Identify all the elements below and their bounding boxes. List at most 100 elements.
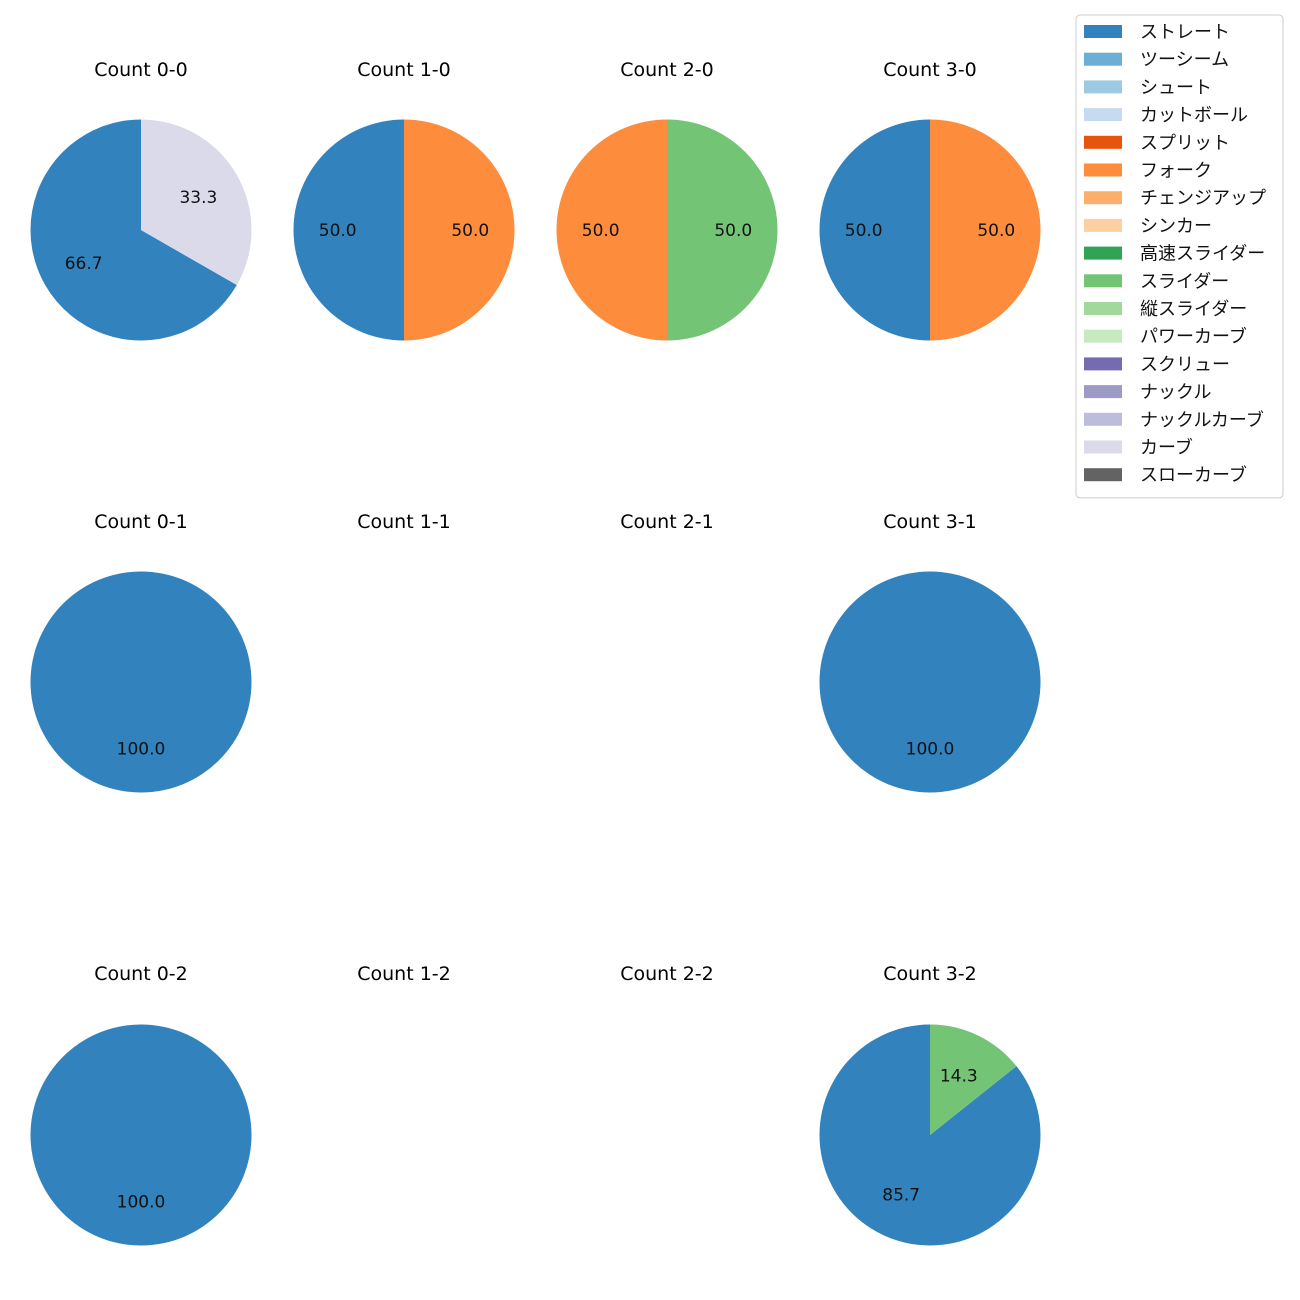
legend-label: チェンジアップ — [1140, 188, 1266, 209]
pie-slice — [30, 571, 252, 793]
legend-label: シンカー — [1140, 216, 1212, 237]
legend: ストレートツーシームシュートカットボールスプリットフォークチェンジアップシンカー… — [1075, 14, 1284, 499]
pie-slice — [30, 1024, 252, 1246]
pie-panel: Count 1-2 — [357, 963, 451, 985]
legend-item: ナックル — [1084, 382, 1211, 403]
legend-item: シンカー — [1084, 216, 1212, 237]
legend-label: スライダー — [1140, 271, 1229, 292]
legend-label: 高速スライダー — [1140, 244, 1265, 265]
legend-swatch — [1084, 440, 1122, 454]
legend-swatch — [1084, 108, 1122, 122]
panel-title: Count 3-0 — [883, 59, 977, 81]
legend-item: チェンジアップ — [1084, 188, 1266, 209]
legend-swatch — [1084, 302, 1122, 315]
legend-item: スライダー — [1084, 271, 1229, 292]
slice-percent-label: 100.0 — [117, 739, 166, 759]
slice-percent-label: 33.3 — [179, 188, 217, 208]
legend-item: スプリット — [1084, 133, 1230, 154]
legend-label: ナックル — [1140, 382, 1211, 403]
panel-title: Count 1-1 — [357, 511, 451, 533]
panel-title: Count 2-2 — [620, 963, 714, 985]
panel-title: Count 0-1 — [94, 511, 188, 533]
legend-item: 高速スライダー — [1084, 244, 1265, 265]
legend-swatch — [1084, 329, 1122, 343]
pie-panel: Count 0-2 100.0 — [30, 963, 252, 1246]
pie-panel: Count 3-2 85.7 14.3 — [819, 963, 1041, 1246]
legend-item: フォーク — [1084, 161, 1212, 182]
legend-item: パワーカーブ — [1084, 326, 1247, 348]
slice-percent-label: 14.3 — [940, 1066, 978, 1086]
pie-slice — [556, 119, 667, 341]
pie-slice — [667, 119, 778, 341]
pie-panel: Count 1-0 50.0 50.0 — [293, 59, 515, 341]
legend-label: ストレート — [1140, 22, 1230, 43]
slice-percent-label: 50.0 — [714, 221, 752, 241]
pie-panel: Count 1-1 — [357, 511, 451, 533]
pie-slice — [404, 119, 515, 341]
legend-item: スローカーブ — [1084, 464, 1247, 486]
panel-title: Count 0-0 — [94, 59, 188, 81]
slice-percent-label: 100.0 — [906, 739, 955, 759]
legend-label: パワーカーブ — [1140, 326, 1247, 348]
legend-label: シュート — [1140, 77, 1212, 98]
legend-swatch — [1084, 246, 1122, 260]
legend-item: ストレート — [1084, 22, 1230, 43]
pie-slice — [30, 119, 237, 341]
legend-item: 縦スライダー — [1084, 299, 1247, 320]
legend-label: フォーク — [1140, 161, 1212, 182]
slice-percent-label: 50.0 — [582, 221, 620, 241]
legend-label: スクリュー — [1140, 354, 1230, 375]
pie-panel: Count 2-0 50.0 50.0 — [556, 59, 778, 341]
panel-title: Count 2-0 — [620, 59, 714, 81]
legend-frame — [1075, 14, 1284, 499]
panel-title: Count 0-2 — [94, 963, 188, 985]
legend-label: カーブ — [1140, 437, 1193, 459]
pie-panel: Count 3-0 50.0 50.0 — [819, 59, 1041, 341]
legend-swatch — [1084, 191, 1122, 205]
pie-slice — [141, 119, 252, 286]
pie-panel: Count 3-1 100.0 — [819, 511, 1041, 793]
slice-percent-label: 50.0 — [845, 221, 883, 241]
legend-label: スローカーブ — [1140, 464, 1247, 486]
pie-slice — [930, 1024, 1017, 1135]
pie-slice — [819, 119, 930, 341]
pie-slice — [819, 1024, 1041, 1246]
panel-title: Count 2-1 — [620, 511, 714, 533]
legend-label: カットボール — [1140, 105, 1248, 126]
pie-panel: Count 0-0 66.7 33.3 — [30, 59, 252, 341]
legend-item: シュート — [1084, 77, 1212, 98]
slice-percent-label: 50.0 — [977, 221, 1015, 241]
pie-panel: Count 2-2 — [620, 963, 714, 985]
pie-panel: Count 0-1 100.0 — [30, 511, 252, 793]
legend-item: カットボール — [1084, 105, 1248, 126]
pie-slice — [819, 571, 1041, 793]
panel-title: Count 1-0 — [357, 59, 451, 81]
legend-label: 縦スライダー — [1140, 299, 1247, 320]
panel-title: Count 3-2 — [883, 963, 977, 985]
legend-item: スクリュー — [1084, 354, 1230, 375]
panel-title: Count 3-1 — [883, 511, 977, 533]
slice-percent-label: 100.0 — [117, 1192, 166, 1212]
legend-swatch — [1084, 163, 1122, 177]
legend-swatch — [1084, 385, 1122, 399]
legend-item: カーブ — [1084, 437, 1193, 459]
pie-panel: Count 2-1 — [620, 511, 714, 533]
legend-swatch — [1084, 468, 1122, 482]
legend-item: ツーシーム — [1084, 50, 1229, 71]
legend-swatch — [1084, 412, 1122, 426]
pie-slice — [293, 119, 404, 341]
legend-swatch — [1084, 52, 1122, 66]
legend-label: スプリット — [1140, 133, 1230, 154]
legend-item: ナックルカーブ — [1084, 409, 1264, 431]
legend-label: ナックルカーブ — [1140, 409, 1264, 431]
legend-swatch — [1084, 80, 1122, 94]
legend-swatch — [1084, 218, 1122, 232]
slice-percent-label: 85.7 — [882, 1186, 920, 1206]
panel-title: Count 1-2 — [357, 963, 451, 985]
pie-slice — [930, 119, 1041, 341]
legend-swatch — [1084, 135, 1122, 149]
legend-swatch — [1084, 357, 1122, 371]
slice-percent-label: 50.0 — [319, 221, 357, 241]
